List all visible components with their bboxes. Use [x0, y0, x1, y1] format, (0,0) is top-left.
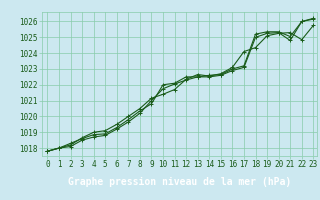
Text: Graphe pression niveau de la mer (hPa): Graphe pression niveau de la mer (hPa) — [68, 177, 291, 187]
